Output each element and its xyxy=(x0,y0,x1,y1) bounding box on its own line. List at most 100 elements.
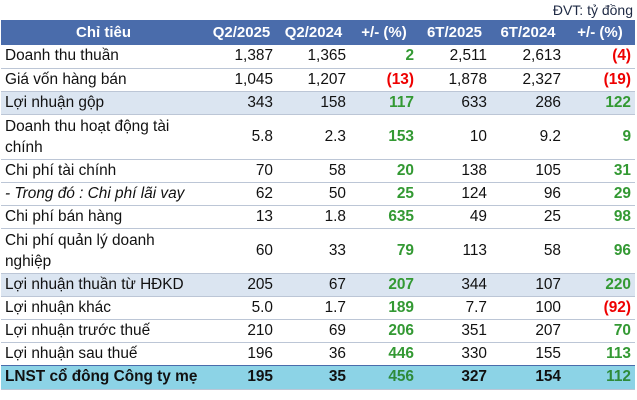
cell-half-change: 29 xyxy=(565,182,635,206)
cell-q2-2024: 67 xyxy=(277,273,350,297)
cell-6m-2024: 25 xyxy=(491,205,565,229)
header-6m-2025: 6T/2025 xyxy=(426,24,483,41)
cell-quarter-change: 446 xyxy=(350,342,418,366)
cell-6m-2025: 633 xyxy=(418,91,491,115)
cell-q2-2024: 158 xyxy=(277,91,350,115)
cell-6m-2024: 286 xyxy=(491,91,565,115)
cell-quarter-change: 189 xyxy=(350,296,418,320)
cell-6m-2024: 105 xyxy=(491,159,565,183)
header-indicator: Chỉ tiêu xyxy=(76,24,131,41)
cell-6m-2024: 100 xyxy=(491,296,565,320)
cell-6m-2024: 58 xyxy=(491,228,565,274)
cell-6m-2025: 351 xyxy=(418,319,491,343)
cell-6m-2025: 330 xyxy=(418,342,491,366)
cell-q2-2025: 205 xyxy=(206,273,277,297)
table-row: Chi phí bán hàng 13 1.8 635 49 25 98 xyxy=(1,205,635,229)
cell-6m-2025: 344 xyxy=(418,273,491,297)
cell-quarter-change: 206 xyxy=(350,319,418,343)
table-row: Doanh thu hoạt động tài chính 5.8 2.3 15… xyxy=(1,114,635,160)
cell-quarter-change: 456 xyxy=(350,365,418,390)
cell-quarter-change: 117 xyxy=(350,91,418,115)
cell-q2-2025: 62 xyxy=(206,182,277,206)
cell-6m-2025: 49 xyxy=(418,205,491,229)
table-row: Lợi nhuận thuần từ HĐKD 205 67 207 344 1… xyxy=(1,273,635,297)
cell-q2-2024: 1,365 xyxy=(277,45,350,69)
unit-label: ĐVT: tỷ đồng xyxy=(552,2,633,18)
cell-half-change: 96 xyxy=(565,228,635,274)
cell-half-change: (92) xyxy=(565,296,635,320)
cell-half-change: 9 xyxy=(565,114,635,160)
cell-6m-2024: 107 xyxy=(491,273,565,297)
table-header: Chỉ tiêu Q2/2025 Q2/2024 +/- (%) 6T/2025… xyxy=(1,20,635,45)
cell-6m-2024: 155 xyxy=(491,342,565,366)
row-label: - Trong đó : Chi phí lãi vay xyxy=(1,182,206,206)
cell-half-change: (4) xyxy=(565,45,635,69)
table-row: Chi phí quản lý doanh nghiệp 60 33 79 11… xyxy=(1,228,635,274)
cell-half-change: 122 xyxy=(565,91,635,115)
cell-q2-2024: 1.8 xyxy=(277,205,350,229)
cell-q2-2024: 50 xyxy=(277,182,350,206)
row-label: Lợi nhuận thuần từ HĐKD xyxy=(1,273,206,297)
cell-6m-2025: 327 xyxy=(418,365,491,390)
row-label: Lợi nhuận trước thuế xyxy=(1,319,206,343)
row-label: Lợi nhuận gộp xyxy=(1,91,206,115)
table-row: Lợi nhuận khác 5.0 1.7 189 7.7 100 (92) xyxy=(1,296,635,320)
header-q2-2025: Q2/2025 xyxy=(212,24,271,41)
cell-q2-2025: 13 xyxy=(206,205,277,229)
financial-table: Chỉ tiêu Q2/2025 Q2/2024 +/- (%) 6T/2025… xyxy=(1,20,635,390)
cell-half-change: 98 xyxy=(565,205,635,229)
cell-q2-2025: 1,045 xyxy=(206,68,277,92)
cell-q2-2025: 70 xyxy=(206,159,277,183)
cell-half-change: (19) xyxy=(565,68,635,92)
cell-half-change: 112 xyxy=(565,365,635,390)
cell-6m-2025: 7.7 xyxy=(418,296,491,320)
row-label: LNST cổ đông Công ty mẹ xyxy=(1,365,206,390)
cell-quarter-change: 635 xyxy=(350,205,418,229)
cell-q2-2024: 35 xyxy=(277,365,350,390)
cell-6m-2024: 2,327 xyxy=(491,68,565,92)
cell-half-change: 220 xyxy=(565,273,635,297)
cell-quarter-change: (13) xyxy=(350,68,418,92)
cell-q2-2025: 5.0 xyxy=(206,296,277,320)
table-body: Doanh thu thuần 1,387 1,365 2 2,511 2,61… xyxy=(1,45,635,390)
row-label: Doanh thu hoạt động tài chính xyxy=(1,114,206,160)
cell-6m-2024: 9.2 xyxy=(491,114,565,160)
cell-quarter-change: 79 xyxy=(350,228,418,274)
cell-6m-2025: 113 xyxy=(418,228,491,274)
cell-q2-2024: 1.7 xyxy=(277,296,350,320)
cell-half-change: 31 xyxy=(565,159,635,183)
row-label: Chi phí quản lý doanh nghiệp xyxy=(1,228,206,274)
cell-q2-2025: 196 xyxy=(206,342,277,366)
row-label: Chi phí tài chính xyxy=(1,159,206,183)
cell-q2-2025: 5.8 xyxy=(206,114,277,160)
header-half-change: +/- (%) xyxy=(577,24,623,41)
row-label: Doanh thu thuần xyxy=(1,45,206,69)
cell-q2-2025: 1,387 xyxy=(206,45,277,69)
cell-6m-2025: 138 xyxy=(418,159,491,183)
cell-6m-2025: 124 xyxy=(418,182,491,206)
cell-q2-2024: 33 xyxy=(277,228,350,274)
header-row: Chỉ tiêu Q2/2025 Q2/2024 +/- (%) 6T/2025… xyxy=(1,20,635,45)
table-row: Chi phí tài chính 70 58 20 138 105 31 xyxy=(1,159,635,183)
cell-quarter-change: 2 xyxy=(350,45,418,69)
cell-q2-2025: 210 xyxy=(206,319,277,343)
cell-quarter-change: 153 xyxy=(350,114,418,160)
table-row: Lợi nhuận trước thuế 210 69 206 351 207 … xyxy=(1,319,635,343)
cell-q2-2024: 58 xyxy=(277,159,350,183)
cell-6m-2025: 10 xyxy=(418,114,491,160)
table-row: Lợi nhuận sau thuế 196 36 446 330 155 11… xyxy=(1,342,635,366)
cell-6m-2025: 1,878 xyxy=(418,68,491,92)
cell-half-change: 70 xyxy=(565,319,635,343)
cell-6m-2024: 154 xyxy=(491,365,565,390)
cell-q2-2024: 69 xyxy=(277,319,350,343)
row-label: Lợi nhuận khác xyxy=(1,296,206,320)
table-row: - Trong đó : Chi phí lãi vay 62 50 25 12… xyxy=(1,182,635,206)
cell-6m-2025: 2,511 xyxy=(418,45,491,69)
table-row: Giá vốn hàng bán 1,045 1,207 (13) 1,878 … xyxy=(1,68,635,92)
cell-6m-2024: 96 xyxy=(491,182,565,206)
row-label: Lợi nhuận sau thuế xyxy=(1,342,206,366)
header-6m-2024: 6T/2024 xyxy=(500,24,556,41)
header-quarter-change: +/- (%) xyxy=(361,24,407,41)
cell-q2-2024: 36 xyxy=(277,342,350,366)
